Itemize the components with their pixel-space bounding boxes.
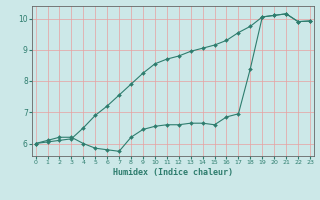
X-axis label: Humidex (Indice chaleur): Humidex (Indice chaleur) bbox=[113, 168, 233, 177]
